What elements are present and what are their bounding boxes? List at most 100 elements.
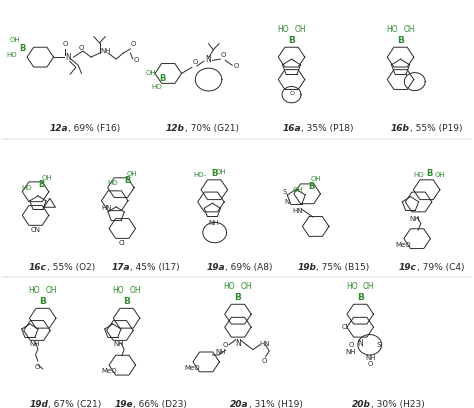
Text: 17a: 17a <box>111 263 130 272</box>
Text: 12b: 12b <box>166 124 185 133</box>
Text: NH: NH <box>113 341 124 348</box>
Text: HO: HO <box>414 172 424 178</box>
Text: OH: OH <box>216 169 226 175</box>
Text: , 66% (D23): , 66% (D23) <box>134 400 187 408</box>
Text: 16a: 16a <box>282 124 301 133</box>
Text: HO: HO <box>7 52 17 58</box>
Text: 19b: 19b <box>298 263 317 272</box>
Text: OH: OH <box>403 25 415 34</box>
Text: HO: HO <box>278 25 289 34</box>
Text: O: O <box>131 41 136 47</box>
Text: 19a: 19a <box>206 263 225 272</box>
Text: O: O <box>192 59 198 65</box>
Text: HO: HO <box>112 286 124 295</box>
Text: NH: NH <box>365 355 376 361</box>
Text: OH: OH <box>127 171 137 177</box>
Text: O: O <box>63 41 68 47</box>
Text: HO: HO <box>386 25 398 34</box>
Text: Cl: Cl <box>342 324 348 330</box>
Text: OH: OH <box>46 286 57 295</box>
Text: B: B <box>289 36 295 45</box>
Text: OH: OH <box>146 71 156 76</box>
Text: B: B <box>308 182 314 191</box>
Text: , 55% (O2): , 55% (O2) <box>47 263 95 272</box>
Text: NH: NH <box>208 220 219 226</box>
Text: , 69% (A8): , 69% (A8) <box>225 263 273 272</box>
Text: NH: NH <box>215 349 226 355</box>
Text: B: B <box>159 74 166 83</box>
Text: S: S <box>376 342 381 348</box>
Text: OH: OH <box>129 286 141 295</box>
Text: O: O <box>133 57 138 63</box>
Text: , 75% (B15): , 75% (B15) <box>316 263 370 272</box>
Text: B: B <box>235 293 241 302</box>
Text: O: O <box>233 63 238 69</box>
Text: 20b: 20b <box>352 400 371 408</box>
Text: 19c: 19c <box>399 263 417 272</box>
Text: O: O <box>79 45 84 51</box>
Text: NH: NH <box>345 349 356 355</box>
Text: HO: HO <box>108 180 118 186</box>
Text: 19e: 19e <box>115 400 134 408</box>
Text: Cl: Cl <box>119 240 126 246</box>
Text: OH: OH <box>241 282 252 291</box>
Text: HO: HO <box>224 282 235 291</box>
Text: 12a: 12a <box>50 124 69 133</box>
Text: OH: OH <box>310 176 321 182</box>
Text: 19d: 19d <box>29 400 48 408</box>
Text: B: B <box>397 36 404 45</box>
Text: O: O <box>368 361 374 367</box>
Text: OH: OH <box>434 172 445 178</box>
Text: OH: OH <box>295 25 306 34</box>
Text: N: N <box>65 53 71 62</box>
Text: O: O <box>262 358 267 364</box>
Text: , 70% (G21): , 70% (G21) <box>185 124 238 133</box>
Text: O: O <box>349 342 354 348</box>
Text: HO: HO <box>22 185 32 191</box>
Text: B: B <box>123 297 130 306</box>
Text: HO: HO <box>346 282 357 291</box>
Text: , 31% (H19): , 31% (H19) <box>248 400 302 408</box>
Text: 16b: 16b <box>391 124 410 133</box>
Text: B: B <box>357 293 364 302</box>
Text: , 30% (H23): , 30% (H23) <box>371 400 425 408</box>
Text: OH: OH <box>293 187 303 193</box>
Text: N: N <box>205 55 210 64</box>
Text: B: B <box>39 297 46 306</box>
Text: O: O <box>290 91 295 96</box>
Text: HO: HO <box>151 84 162 90</box>
Text: NH: NH <box>410 216 420 222</box>
Text: , 45% (I17): , 45% (I17) <box>130 263 180 272</box>
Text: OH: OH <box>9 37 20 43</box>
Text: 16c: 16c <box>29 263 47 272</box>
Text: B: B <box>19 44 26 53</box>
Text: S: S <box>283 189 287 195</box>
Text: MeO: MeO <box>101 368 117 374</box>
Text: HN: HN <box>260 341 270 347</box>
Text: , 79% (C4): , 79% (C4) <box>417 263 465 272</box>
Text: N: N <box>357 339 363 348</box>
Text: B: B <box>125 176 131 185</box>
Text: O: O <box>222 342 228 348</box>
Text: HO: HO <box>28 286 40 295</box>
Text: OH: OH <box>363 282 374 291</box>
Text: B: B <box>426 169 432 178</box>
Text: B: B <box>38 180 44 189</box>
Text: B: B <box>211 169 218 178</box>
Text: HO-: HO- <box>193 172 207 178</box>
Text: 20a: 20a <box>230 400 249 408</box>
Text: CN: CN <box>30 227 41 233</box>
Text: MeO: MeO <box>184 365 200 371</box>
Text: O: O <box>34 364 40 370</box>
Text: , 35% (P18): , 35% (P18) <box>301 124 353 133</box>
Text: OH: OH <box>42 175 52 181</box>
Text: N: N <box>235 339 241 348</box>
Text: MeO: MeO <box>395 242 411 248</box>
Text: , 55% (P19): , 55% (P19) <box>410 124 462 133</box>
Text: , 67% (C21): , 67% (C21) <box>48 400 101 408</box>
Text: , 69% (F16): , 69% (F16) <box>68 124 121 133</box>
Text: NH: NH <box>100 49 111 54</box>
Text: N: N <box>285 199 290 205</box>
Text: O: O <box>221 52 226 58</box>
Text: HN: HN <box>292 208 302 214</box>
